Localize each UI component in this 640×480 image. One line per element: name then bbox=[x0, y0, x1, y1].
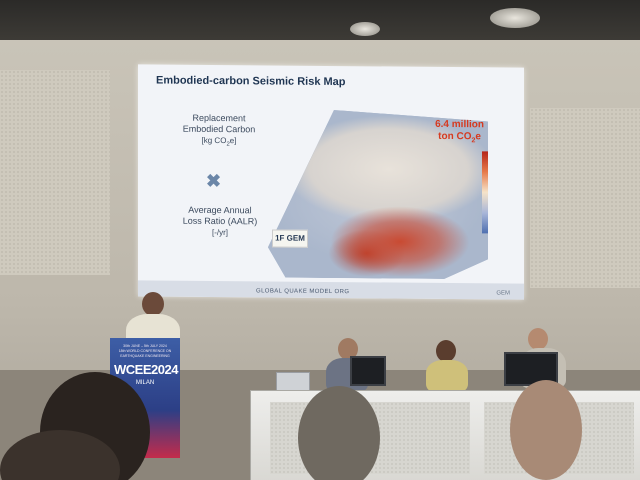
slide-text-unit: [kg CO2e] bbox=[174, 135, 264, 151]
slide-title: Embodied-carbon Seismic Risk Map bbox=[156, 74, 346, 89]
highlight-unit: ton CO2e bbox=[435, 131, 484, 147]
footer-org-name: GLOBAL QUAKE MODEL bbox=[256, 288, 333, 296]
slide-text-aalr: Average Annual Loss Ratio (AALR) [-/yr] bbox=[172, 205, 268, 239]
panelist-head bbox=[436, 340, 456, 362]
highlight-unit-suffix: e bbox=[475, 131, 481, 143]
footer-text: GLOBAL QUAKE MODEL ORG bbox=[256, 288, 349, 295]
highlight-unit-prefix: ton CO bbox=[438, 130, 472, 143]
podium-logo: WCEE2024 bbox=[114, 362, 178, 377]
projected-slide: Embodied-carbon Seismic Risk Map Replace… bbox=[138, 64, 524, 300]
acoustic-panel-left bbox=[0, 70, 110, 275]
audience-head bbox=[298, 386, 380, 480]
podium-banner-dates: 30th JUNE – 5th JULY 2024 bbox=[123, 344, 167, 348]
slide-footer: GLOBAL QUAKE MODEL ORG GEM bbox=[138, 280, 524, 300]
slide-text-unit: [-/yr] bbox=[212, 227, 228, 238]
color-scale-bar bbox=[482, 151, 488, 234]
slide-text-line: Average Annual bbox=[188, 204, 252, 216]
podium-city: MILAN bbox=[135, 380, 155, 386]
unit-suffix: e] bbox=[229, 136, 237, 146]
acoustic-panel-right bbox=[530, 108, 640, 288]
speaker-head bbox=[142, 292, 164, 316]
desk-monitor bbox=[350, 356, 386, 386]
audience-head bbox=[510, 380, 582, 480]
slide-text-line: Embodied Carbon bbox=[182, 123, 256, 135]
panelist-head bbox=[338, 338, 358, 360]
footer-org-suffix: ORG bbox=[334, 289, 350, 296]
panelist-head bbox=[528, 328, 548, 350]
panelist-body bbox=[426, 360, 468, 392]
highlight-value: 6.4 million bbox=[435, 118, 484, 131]
slide-text-line: Loss Ratio (AALR) bbox=[182, 215, 258, 227]
ceiling-light bbox=[490, 8, 540, 28]
slide-text-line: Replacement bbox=[192, 112, 246, 124]
highlight-total: 6.4 million ton CO2e bbox=[435, 119, 484, 147]
unit-prefix: [kg CO bbox=[201, 135, 227, 146]
gem-logo: 1F GEM bbox=[272, 229, 308, 248]
ceiling-light bbox=[350, 22, 380, 36]
multiply-icon: ✖ bbox=[206, 170, 222, 192]
podium-banner-conference: 18th WORLD CONFERENCE ON EARTHQUAKE ENGI… bbox=[118, 349, 172, 358]
podium-banner-text: 30th JUNE – 5th JULY 2024 18th WORLD CON… bbox=[116, 344, 174, 359]
slide-text-embodied-carbon: Replacement Embodied Carbon [kg CO2e] bbox=[174, 113, 264, 151]
footer-gem: GEM bbox=[496, 290, 510, 297]
